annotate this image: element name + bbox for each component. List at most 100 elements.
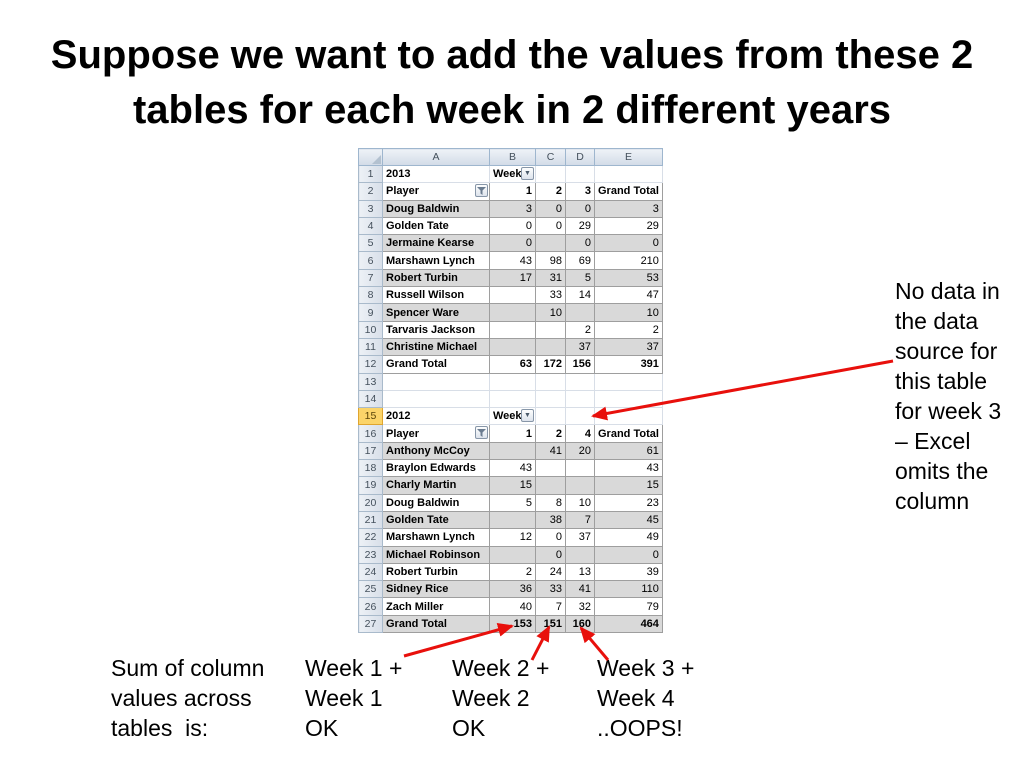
cell-B6: 43 xyxy=(489,251,536,270)
week-dropdown-button[interactable]: ▼ xyxy=(521,167,534,180)
cell-B20: 5 xyxy=(489,493,536,512)
sheet-rows: 1 2013 Week ▼ 2 Player 1 2 3 Grand Total 3 Doug Bal… xyxy=(358,164,663,634)
cell-B17 xyxy=(489,441,536,461)
cell-E2: Grand Total xyxy=(594,182,663,201)
cell-D2: 3 xyxy=(565,182,595,201)
cell-E22: 49 xyxy=(594,528,663,547)
cell-D20: 10 xyxy=(565,493,595,512)
cell-C25: 33 xyxy=(535,580,566,599)
cell-D9 xyxy=(565,303,595,322)
slide-title: Suppose we want to add the values from t… xyxy=(50,33,974,132)
cell-D8: 14 xyxy=(565,286,595,305)
row-header-27: 27 xyxy=(358,614,383,634)
cell-E19: 15 xyxy=(594,476,663,495)
row-header-22: 22 xyxy=(358,528,383,547)
cell-A3: Doug Baldwin xyxy=(382,199,490,218)
note-no-data: No data in the data source for this tabl… xyxy=(895,278,1002,514)
cell-D6: 69 xyxy=(565,251,595,270)
row-header-18: 18 xyxy=(358,459,383,478)
player-filter-button[interactable] xyxy=(475,184,488,198)
cell-E15 xyxy=(594,407,663,426)
row-header-4: 4 xyxy=(358,216,383,236)
cell-C22: 0 xyxy=(535,528,566,547)
cell-B23 xyxy=(489,545,536,564)
cell-E24: 39 xyxy=(594,562,663,582)
corner-triangle-icon xyxy=(372,155,381,164)
cell-E14 xyxy=(594,389,663,409)
note-week3: Week 3 + Week 4 ..OOPS! xyxy=(597,655,695,741)
cell-B25: 36 xyxy=(489,580,536,599)
cell-C8: 33 xyxy=(535,286,566,305)
column-header-A: A xyxy=(382,148,490,166)
cell-D18 xyxy=(565,459,595,478)
cell-A15: 2012 xyxy=(382,407,490,426)
cell-C4: 0 xyxy=(535,216,566,236)
player-filter-button[interactable] xyxy=(475,426,488,440)
row-header-5: 5 xyxy=(358,234,383,253)
note-week2: Week 2 + Week 2 OK xyxy=(452,655,550,741)
cell-E5: 0 xyxy=(594,234,663,253)
cell-C12: 172 xyxy=(535,355,566,374)
row-header-19: 19 xyxy=(358,476,383,495)
cell-D22: 37 xyxy=(565,528,595,547)
cell-A26: Zach Miller xyxy=(382,597,490,616)
cell-D14 xyxy=(565,389,595,409)
cell-A21: Golden Tate xyxy=(382,510,490,530)
row-header-2: 2 xyxy=(358,182,383,201)
row-header-16: 16 xyxy=(358,424,383,443)
cell-E6: 210 xyxy=(594,251,663,270)
cell-C26: 7 xyxy=(535,597,566,616)
cell-C21: 38 xyxy=(535,510,566,530)
cell-A25: Sidney Rice xyxy=(382,580,490,599)
cell-D16: 4 xyxy=(565,424,595,443)
cell-D24: 13 xyxy=(565,562,595,582)
cell-E12: 391 xyxy=(594,355,663,374)
funnel-icon xyxy=(477,429,486,438)
cell-E10: 2 xyxy=(594,320,663,339)
cell-C19 xyxy=(535,476,566,495)
cell-A17: Anthony McCoy xyxy=(382,441,490,461)
cell-C9: 10 xyxy=(535,303,566,322)
cell-E25: 110 xyxy=(594,580,663,599)
cell-C7: 31 xyxy=(535,268,566,288)
row-header-21: 21 xyxy=(358,510,383,530)
cell-C14 xyxy=(535,389,566,409)
cell-E13 xyxy=(594,372,663,391)
cell-C18 xyxy=(535,459,566,478)
row-header-10: 10 xyxy=(358,320,383,339)
cell-B10 xyxy=(489,320,536,339)
cell-A1: 2013 xyxy=(382,164,490,184)
cell-C16: 2 xyxy=(535,424,566,443)
cell-B18: 43 xyxy=(489,459,536,478)
cell-B1: Week ▼ xyxy=(489,164,536,184)
cell-C2: 2 xyxy=(535,182,566,201)
row-header-9: 9 xyxy=(358,303,383,322)
cell-B3: 3 xyxy=(489,199,536,218)
cell-B26: 40 xyxy=(489,597,536,616)
cell-C5 xyxy=(535,234,566,253)
cell-C24: 24 xyxy=(535,562,566,582)
select-all-corner xyxy=(358,148,383,166)
cell-B13 xyxy=(489,372,536,391)
cell-E1 xyxy=(594,164,663,184)
cell-A6: Marshawn Lynch xyxy=(382,251,490,270)
cell-D12: 156 xyxy=(565,355,595,374)
cell-A27: Grand Total xyxy=(382,614,490,634)
cell-A12: Grand Total xyxy=(382,355,490,374)
cell-C13 xyxy=(535,372,566,391)
cell-E27: 464 xyxy=(594,614,663,634)
cell-B15: Week ▼ xyxy=(489,407,536,426)
row-header-14: 14 xyxy=(358,389,383,409)
cell-B16: 1 xyxy=(489,424,536,443)
cell-C20: 8 xyxy=(535,493,566,512)
week-dropdown-button[interactable]: ▼ xyxy=(521,409,534,423)
cell-C23: 0 xyxy=(535,545,566,564)
cell-C17: 41 xyxy=(535,441,566,461)
cell-A4: Golden Tate xyxy=(382,216,490,236)
cell-E11: 37 xyxy=(594,337,663,357)
row-header-25: 25 xyxy=(358,580,383,599)
cell-C1 xyxy=(535,164,566,184)
